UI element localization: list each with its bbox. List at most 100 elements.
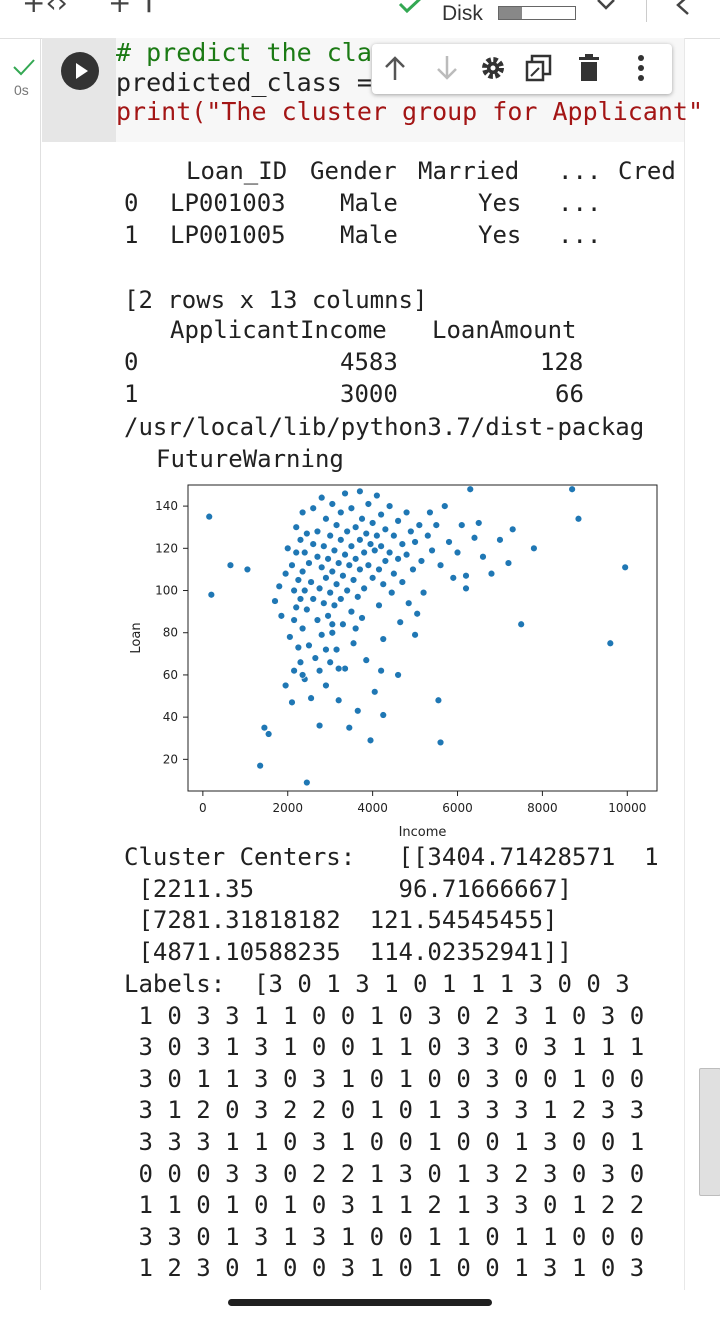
scatter-point: [379, 711, 387, 719]
code-line-comment: # predict the clas: [116, 38, 387, 67]
gesture-nav-bar[interactable]: [228, 1299, 492, 1306]
scatter-point: [356, 565, 364, 574]
x-tick-label: 6000: [442, 801, 473, 815]
scatter-point: [445, 538, 453, 546]
delete-icon[interactable]: [572, 51, 606, 85]
scatter-point: [508, 525, 517, 534]
table-row-index: 1: [124, 221, 139, 249]
scatter-point: [530, 544, 538, 553]
scatter-point: [462, 572, 470, 580]
scatter-point: [260, 723, 269, 732]
scatter-point: [284, 544, 292, 553]
labels-line: 1 0 3 3 1 1 0 0 1 0 3 0 2 3 1 0 3 0: [124, 1001, 645, 1030]
scatter-point: [411, 538, 419, 546]
scatter-point: [243, 565, 252, 574]
table-row-index: 0: [124, 189, 139, 217]
scatter-point: [354, 593, 362, 601]
scatter-point: [345, 561, 353, 569]
scatter-point: [313, 527, 322, 536]
scatter-point: [362, 656, 370, 664]
scatter-point: [337, 536, 345, 544]
run-cell-button[interactable]: [61, 52, 99, 90]
rows-columns-note: [2 rows x 13 columns]: [124, 286, 428, 314]
table-header: ApplicantIncome: [170, 316, 387, 344]
arrow-down-icon[interactable]: [430, 51, 464, 85]
warning-path: /usr/local/lib/python3.7/dist-packag: [124, 413, 645, 441]
more-vert-icon[interactable]: [624, 51, 658, 85]
scatter-point: [311, 654, 320, 662]
scatter-point: [458, 521, 466, 529]
scatter-point: [337, 508, 345, 517]
labels-line: 0 0 0 3 3 0 2 2 1 3 0 1 3 2 3 0 3 0: [124, 1159, 645, 1188]
table-cell: ...: [558, 189, 602, 217]
arrow-up-icon[interactable]: [378, 51, 412, 85]
scatter-point: [475, 519, 483, 527]
scatter-point: [264, 730, 273, 738]
table-cell: Yes: [478, 189, 522, 217]
table-cell: Yes: [478, 221, 522, 249]
scatter-point: [405, 599, 413, 607]
scatter-point: [315, 667, 324, 675]
scatter-point: [373, 531, 381, 540]
scatter-point: [326, 658, 334, 666]
scatter-point: [315, 721, 324, 730]
scatter-point: [324, 555, 332, 563]
x-tick-label: 4000: [357, 801, 388, 815]
scatter-point: [292, 603, 300, 612]
scatter-point: [256, 761, 264, 770]
scatter-point: [317, 493, 326, 502]
scatter-point: [301, 548, 309, 557]
disk-usage-bar[interactable]: [498, 6, 576, 20]
scatter-point: [292, 523, 300, 531]
scatter-point: [462, 584, 470, 593]
cell-gutter-line: [40, 38, 41, 1290]
scatter-point: [368, 519, 377, 527]
scatter-point: [360, 584, 368, 593]
scatter-point: [315, 584, 324, 593]
table-cell: LP001005: [170, 221, 286, 249]
x-tick-label: 10000: [608, 801, 646, 815]
scatter-point: [364, 500, 373, 508]
chevron-down-icon[interactable]: [594, 0, 618, 14]
scatter-point: [309, 595, 317, 603]
scatter-point: [504, 559, 513, 567]
gear-icon[interactable]: [476, 51, 510, 85]
close-icon[interactable]: [672, 0, 696, 16]
disk-usage-fill: [499, 7, 522, 19]
scatter-point: [339, 620, 347, 628]
scatter-point: [298, 567, 307, 576]
scatter-point: [349, 639, 358, 647]
disk-label: Disk: [442, 2, 483, 25]
scatter-point: [375, 601, 383, 609]
table-header: Cred: [618, 157, 676, 185]
add-text-icon[interactable]: + T: [108, 0, 158, 19]
scatter-point: [334, 664, 343, 673]
mirror-cell-icon[interactable]: [522, 51, 556, 85]
scatter-point: [388, 588, 396, 597]
scatter-point: [377, 667, 385, 675]
cluster-centers-line: Cluster Centers: [[3404.71428571 1: [124, 843, 659, 871]
code-line-assignment: predicted_class =: [116, 68, 387, 97]
scatter-point: [351, 555, 360, 563]
scatter-point: [275, 582, 283, 590]
table-cell: 3000: [340, 380, 398, 408]
scatter-point: [305, 641, 313, 650]
scatter-point: [317, 563, 326, 572]
top-bar: +‹› + T Disk: [0, 0, 720, 39]
scatter-point: [432, 521, 440, 529]
scatter-point: [334, 696, 343, 704]
scatter-point: [479, 553, 487, 561]
scatter-point: [379, 580, 387, 588]
scatter-point: [298, 508, 307, 517]
y-tick-label: 80: [163, 626, 178, 640]
scatter-point: [436, 561, 445, 569]
scatter-point: [326, 531, 334, 540]
scatter-point: [305, 559, 313, 567]
add-code-icon[interactable]: +‹›: [22, 0, 68, 19]
scatter-point: [339, 572, 347, 580]
scatter-point: [324, 612, 332, 620]
scatter-point: [286, 633, 294, 641]
y-axis-label-group: Loan: [129, 622, 144, 653]
vertical-scrollbar[interactable]: [699, 1068, 720, 1196]
cluster-centers-line: [7281.31818182 121.54545455]: [124, 906, 558, 935]
